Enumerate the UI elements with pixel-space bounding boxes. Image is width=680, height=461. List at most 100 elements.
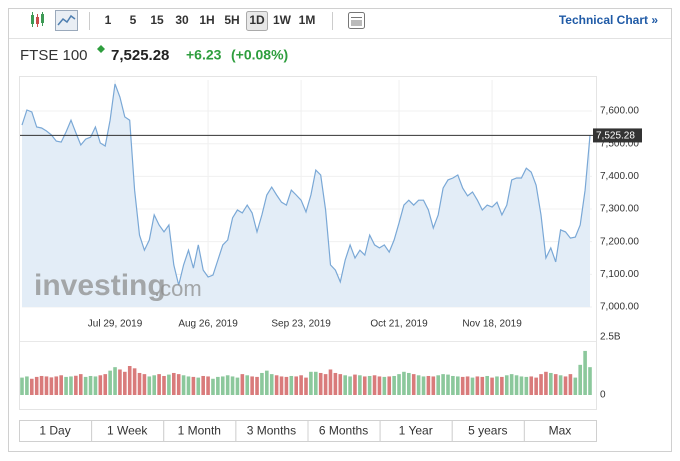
- plot: 7,000.00 7,100.00 7,200.00 7,300.00 7,400.00…: [20, 80, 642, 401]
- volume-bar: [455, 376, 460, 395]
- volume-bar: [372, 375, 377, 395]
- last-price-label: 7,525.28: [596, 131, 635, 142]
- volume-bar: [196, 377, 201, 395]
- interval-button[interactable]: 1: [105, 13, 112, 27]
- volume-bar: [235, 377, 240, 395]
- volume-bar: [563, 376, 568, 395]
- volume-tick-label: 0: [600, 390, 606, 401]
- range-label[interactable]: 3 Months: [247, 424, 296, 438]
- volume-bar: [59, 375, 63, 395]
- interval-button[interactable]: 1W: [273, 13, 292, 27]
- volume-bar: [113, 367, 117, 395]
- volume-bar: [255, 376, 259, 395]
- y-tick-label: 7,000.00: [600, 302, 639, 313]
- volume-bar: [578, 364, 583, 395]
- volume-bar: [480, 376, 485, 395]
- price-change: +6.23: [186, 47, 222, 63]
- line-icon[interactable]: [55, 10, 78, 31]
- range-button[interactable]: [523, 420, 597, 442]
- interval-button[interactable]: 15: [150, 13, 164, 27]
- volume-bar: [64, 376, 68, 395]
- x-tick-label: Sep 23, 2019: [271, 319, 331, 330]
- y-tick-label: 7,300.00: [600, 204, 639, 215]
- volume-bar: [313, 371, 318, 395]
- volume-bar: [411, 374, 416, 395]
- volume-bar: [294, 376, 299, 395]
- volume-bar: [583, 350, 587, 395]
- volume-bar: [553, 374, 558, 395]
- technical-chart-link[interactable]: Technical Chart »: [559, 13, 658, 27]
- volume-bar: [407, 372, 411, 395]
- interval-button[interactable]: 5H: [224, 13, 239, 27]
- volume-bar: [426, 375, 431, 395]
- volume-bar: [162, 375, 166, 395]
- volume-bar: [392, 375, 396, 395]
- volume-bar: [20, 377, 24, 395]
- volume-bar: [230, 376, 235, 395]
- volume-bar: [44, 376, 49, 395]
- volume-bar: [69, 376, 73, 395]
- volume-bar: [74, 375, 78, 395]
- volume-bar: [377, 376, 382, 395]
- last-price-box: [593, 128, 642, 143]
- volume-bar: [83, 376, 88, 395]
- range-label[interactable]: 6 Months: [319, 424, 368, 438]
- volume-bar: [98, 375, 103, 395]
- volume-bar: [34, 376, 39, 395]
- range-label[interactable]: 1 Day: [39, 424, 70, 438]
- volume-bar: [485, 375, 489, 395]
- x-tick-label: Aug 26, 2019: [178, 319, 238, 330]
- volume-bar: [588, 367, 592, 395]
- volume-bar: [108, 370, 112, 395]
- range-label[interactable]: Max: [549, 424, 572, 438]
- volume-bar: [333, 372, 338, 395]
- volume-bar: [549, 372, 553, 395]
- interval-button[interactable]: 5: [130, 13, 137, 27]
- x-tick-label: Jul 29, 2019: [88, 319, 143, 330]
- y-tick-label: 7,100.00: [600, 269, 639, 280]
- volume-bar: [250, 376, 254, 395]
- volume-bar: [353, 374, 357, 395]
- volume-bar: [49, 377, 54, 395]
- volume-bar: [367, 375, 372, 395]
- volume-bar: [216, 376, 220, 395]
- candle-icon[interactable]: [31, 12, 44, 27]
- volume-bar: [382, 376, 387, 395]
- interval-button[interactable]: 1D: [249, 13, 265, 27]
- volume-bar: [201, 375, 205, 395]
- range-label[interactable]: 1 Month: [178, 424, 221, 438]
- volume-bar: [446, 374, 450, 395]
- volume-bar: [402, 371, 406, 395]
- settings-icon[interactable]: [348, 12, 365, 29]
- volume-bar: [323, 374, 328, 395]
- volume-bar: [421, 376, 426, 395]
- range-bar: 1 Day 1 Week 1 Month 3 Months 6 Months 1 Year…: [19, 420, 597, 442]
- y-tick-label: 7,600.00: [600, 106, 639, 117]
- x-tick-label: Nov 18, 2019: [462, 319, 522, 330]
- range-label[interactable]: 1 Year: [399, 424, 433, 438]
- volume-bar: [152, 375, 157, 395]
- volume-bar: [284, 376, 289, 395]
- volume-bar: [103, 374, 108, 395]
- volume-bar: [451, 375, 455, 395]
- volume-bar: [240, 374, 245, 395]
- volume-bar: [529, 376, 534, 395]
- range-label[interactable]: 1 Week: [107, 424, 148, 438]
- volume-bar: [181, 375, 186, 395]
- volume-bar: [573, 377, 578, 395]
- volume-bar: [132, 368, 137, 395]
- volume-bar: [29, 378, 34, 395]
- plot-frame: [19, 76, 597, 410]
- volume-bar: [191, 376, 196, 395]
- price-line: [21, 83, 591, 286]
- volume-bar: [186, 376, 191, 395]
- interval-button[interactable]: 1H: [199, 13, 214, 27]
- interval-button[interactable]: 1M: [299, 13, 316, 27]
- volume-bar: [490, 377, 494, 395]
- volume-bar: [39, 375, 44, 395]
- interval-button[interactable]: 30: [175, 13, 189, 27]
- volume-bar: [387, 376, 392, 395]
- range-label[interactable]: 5 years: [468, 424, 507, 438]
- y-tick-label: 7,400.00: [600, 171, 639, 182]
